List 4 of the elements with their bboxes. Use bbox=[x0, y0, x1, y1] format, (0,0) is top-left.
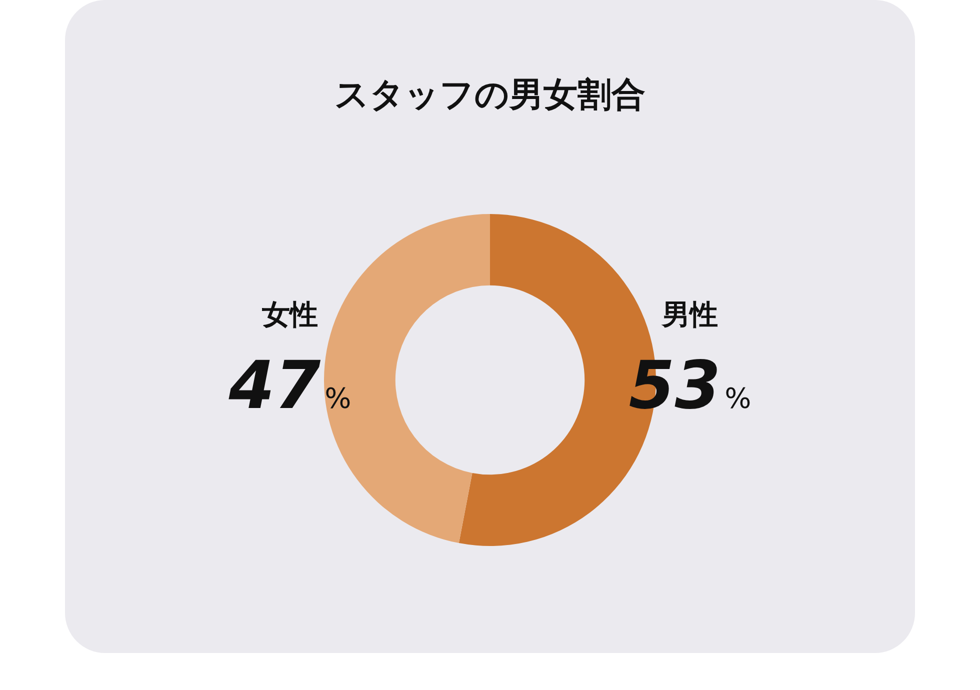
slice-label: 女性 bbox=[261, 298, 318, 331]
chart-title: スタッフの男女割合 bbox=[334, 74, 646, 117]
data-label: 47% bbox=[228, 347, 352, 424]
slice-label: 男性 bbox=[661, 298, 718, 331]
